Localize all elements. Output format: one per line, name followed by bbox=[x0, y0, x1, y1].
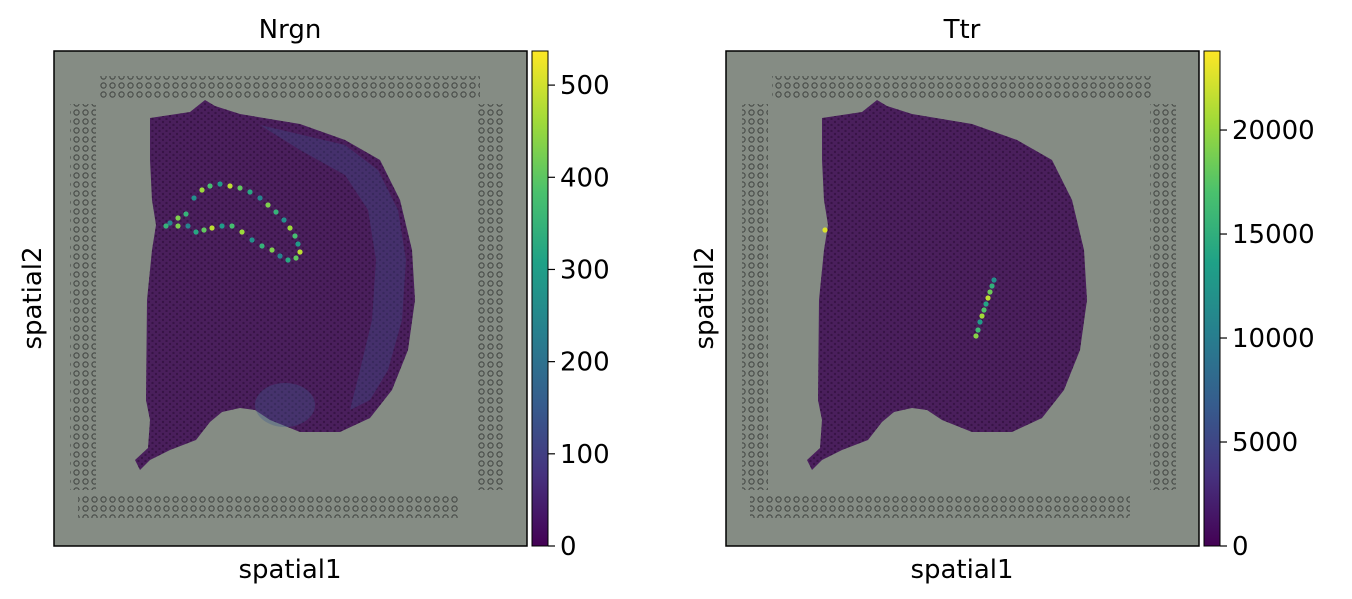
fiducial-right bbox=[1150, 104, 1176, 490]
colorbar-tick-label: 100 bbox=[560, 440, 610, 470]
expression-spot bbox=[295, 241, 301, 247]
colorbar: 0 5000 10000 15000 20000 bbox=[1203, 50, 1315, 562]
x-axis-label: spatial1 bbox=[238, 555, 341, 585]
expression-spot bbox=[981, 307, 987, 313]
colorbar-gradient bbox=[1203, 50, 1221, 547]
expression-spot bbox=[285, 257, 291, 263]
colorbar-tick-label: 300 bbox=[560, 255, 610, 285]
colorbar-tick-label: 0 bbox=[1232, 532, 1249, 562]
expression-spot bbox=[163, 223, 169, 229]
colorbar-tick-label: 500 bbox=[560, 71, 610, 101]
axes-frame bbox=[53, 50, 528, 547]
expression-spot bbox=[293, 255, 299, 261]
colorbar-gradient bbox=[531, 50, 549, 547]
expression-spot bbox=[201, 227, 207, 233]
colorbar-tick-label: 0 bbox=[560, 532, 577, 562]
expression-spot bbox=[183, 211, 189, 217]
expression-spot bbox=[979, 313, 985, 319]
expression-spot bbox=[265, 202, 271, 208]
expression-spot bbox=[292, 233, 298, 239]
expression-spot bbox=[199, 187, 205, 193]
hippocampus-arc bbox=[163, 181, 303, 263]
y-axis-label: spatial2 bbox=[690, 246, 720, 349]
expression-spot bbox=[175, 215, 181, 221]
expression-spot bbox=[277, 253, 283, 259]
expression-spot bbox=[973, 333, 979, 339]
colorbar-tick-label: 200 bbox=[560, 348, 610, 378]
spot-grid bbox=[807, 100, 1087, 470]
expression-spot bbox=[985, 295, 991, 301]
panel-nrgn: Nrgn spatial1 spatial2 0 100 200 300 400 500 bbox=[18, 15, 610, 585]
expression-spot bbox=[259, 243, 265, 249]
expression-spot bbox=[287, 225, 293, 231]
expression-spot bbox=[975, 327, 981, 333]
expression-spot bbox=[297, 249, 303, 255]
expression-spot bbox=[193, 229, 199, 235]
fiducial-right bbox=[478, 104, 504, 490]
expression-spot bbox=[239, 229, 245, 235]
plot-area bbox=[54, 51, 527, 546]
plot-area bbox=[726, 51, 1199, 546]
x-axis-label: spatial1 bbox=[910, 555, 1013, 585]
cortex-band bbox=[260, 125, 406, 410]
fiducial-left bbox=[70, 104, 96, 490]
fiducial-top bbox=[100, 76, 480, 98]
fiducial-bottom bbox=[78, 496, 458, 518]
panel-ttr: Ttr spatial1 spatial2 0 5000 10000 15000 200… bbox=[690, 15, 1315, 585]
expression-spot bbox=[247, 189, 253, 195]
expression-spot bbox=[983, 301, 989, 307]
colorbar-ticks: 0 5000 10000 15000 20000 bbox=[1220, 116, 1315, 562]
expression-spot bbox=[237, 185, 243, 191]
fiducial-left bbox=[742, 104, 768, 490]
expression-spot bbox=[185, 223, 191, 229]
expression-spot bbox=[987, 289, 993, 295]
expression-spot bbox=[249, 237, 255, 243]
expression-spot bbox=[229, 223, 235, 229]
expression-spot bbox=[219, 223, 225, 229]
expression-spot bbox=[167, 220, 173, 226]
y-axis-label: spatial2 bbox=[18, 246, 48, 349]
axes-frame bbox=[725, 50, 1200, 547]
lower-patch bbox=[255, 383, 315, 427]
expression-spot bbox=[269, 247, 275, 253]
panel-title: Ttr bbox=[943, 15, 981, 45]
expression-spot bbox=[273, 209, 279, 215]
colorbar-tick-label: 20000 bbox=[1232, 116, 1315, 146]
expression-spot bbox=[175, 223, 181, 229]
fiducial-top bbox=[772, 76, 1152, 98]
panel-title: Nrgn bbox=[259, 15, 322, 45]
colorbar-ticks: 0 100 200 300 400 500 bbox=[548, 71, 610, 562]
expression-spot bbox=[217, 181, 223, 187]
expression-spot bbox=[209, 225, 215, 231]
expression-spot bbox=[227, 183, 233, 189]
colorbar: 0 100 200 300 400 500 bbox=[531, 50, 610, 562]
colorbar-tick-label: 15000 bbox=[1232, 220, 1315, 250]
colorbar-tick-label: 10000 bbox=[1232, 324, 1315, 354]
expression-spot bbox=[257, 195, 263, 201]
expression-spot bbox=[822, 227, 828, 233]
expression-spot bbox=[191, 195, 197, 201]
ventricle-hotspot bbox=[822, 227, 997, 339]
expression-spot bbox=[977, 319, 983, 325]
fiducial-bottom bbox=[750, 496, 1130, 518]
expression-spot bbox=[991, 277, 997, 283]
colorbar-tick-label: 5000 bbox=[1232, 428, 1298, 458]
expression-spot bbox=[989, 283, 995, 289]
spot-grid bbox=[135, 100, 415, 470]
expression-spot bbox=[207, 183, 213, 189]
expression-spot bbox=[281, 217, 287, 223]
colorbar-tick-label: 400 bbox=[560, 163, 610, 193]
